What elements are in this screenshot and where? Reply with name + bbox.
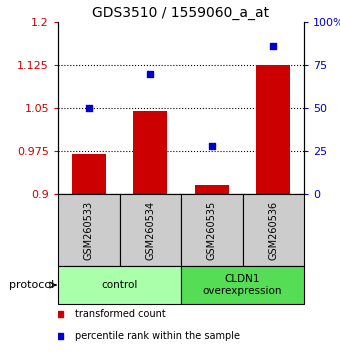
Bar [72, 154, 106, 194]
Bar [133, 111, 167, 194]
Text: CLDN1
overexpression: CLDN1 overexpression [203, 274, 282, 296]
Bar [119, 194, 181, 266]
Text: GSM260534: GSM260534 [145, 200, 155, 259]
Text: protocol: protocol [10, 280, 55, 290]
Text: control: control [101, 280, 138, 290]
Title: GDS3510 / 1559060_a_at: GDS3510 / 1559060_a_at [92, 6, 270, 19]
Bar [58, 266, 181, 304]
Point [271, 43, 276, 49]
Bar [181, 266, 304, 304]
Text: percentile rank within the sample: percentile rank within the sample [75, 331, 240, 341]
Text: GSM260533: GSM260533 [84, 200, 94, 259]
Point [209, 143, 215, 149]
Bar [195, 185, 229, 194]
Bar [58, 194, 119, 266]
Point [86, 105, 91, 111]
Point [148, 71, 153, 76]
Bar [256, 65, 290, 194]
Text: GSM260535: GSM260535 [207, 200, 217, 259]
Bar [181, 194, 242, 266]
Bar [242, 194, 304, 266]
Text: transformed count: transformed count [75, 309, 166, 319]
Text: GSM260536: GSM260536 [268, 200, 278, 259]
